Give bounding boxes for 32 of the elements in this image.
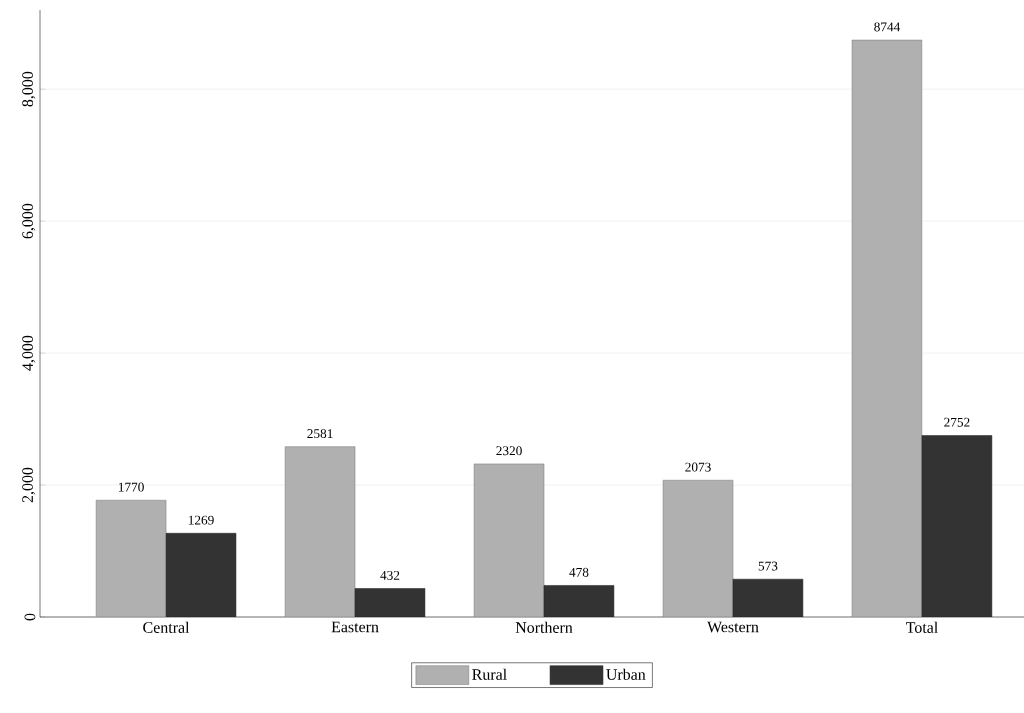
y-tick-label: 8,000 — [22, 71, 36, 107]
legend-label: Urban — [606, 668, 646, 680]
bar — [473, 463, 545, 617]
data-label: 8744 — [874, 22, 901, 32]
bar — [921, 435, 993, 617]
data-label: 432 — [380, 570, 400, 580]
x-tick-label: Eastern — [331, 621, 379, 633]
bar — [543, 585, 615, 617]
y-tick-label: 4,000 — [22, 335, 36, 371]
x-tick-label: Central — [143, 621, 190, 633]
bar — [732, 578, 804, 617]
data-label: 2581 — [307, 429, 333, 439]
data-label: 2752 — [944, 417, 970, 427]
data-label: 2320 — [496, 446, 522, 456]
data-label: 478 — [569, 567, 589, 577]
bar — [851, 39, 923, 617]
x-tick-label: Western — [707, 621, 759, 633]
y-tick-label: 2,000 — [22, 467, 36, 503]
x-tick-label: Northern — [515, 621, 573, 633]
data-label: 573 — [758, 561, 778, 571]
bar — [95, 499, 167, 617]
bar — [165, 533, 237, 617]
bar — [662, 479, 734, 617]
bar — [284, 446, 356, 617]
x-tick-label: Total — [905, 621, 938, 633]
bar — [354, 588, 426, 617]
data-label: 1770 — [118, 482, 144, 492]
legend-label: Rural — [472, 668, 507, 680]
y-tick-label: 0 — [24, 613, 36, 621]
data-label: 1269 — [188, 515, 214, 525]
y-tick-label: 6,000 — [22, 203, 36, 239]
data-label: 2073 — [685, 462, 711, 472]
